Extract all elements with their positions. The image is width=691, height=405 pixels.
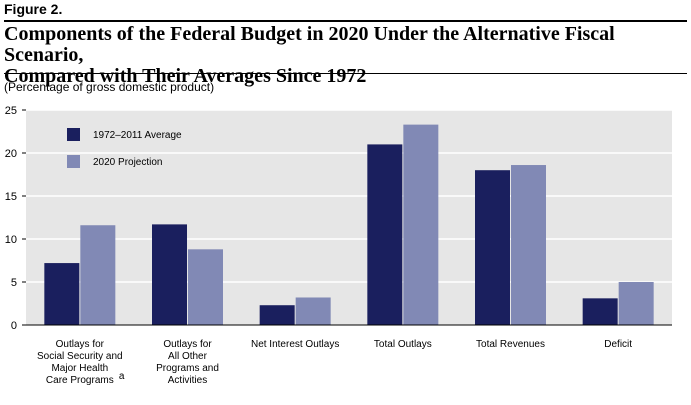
- y-tick-label: 20: [5, 148, 17, 160]
- chart-subtitle: (Percentage of gross domestic product): [4, 80, 215, 94]
- x-category-label: Deficit: [604, 339, 632, 350]
- x-category-label: Outlays for Social Security and Major Heal…: [37, 339, 123, 386]
- bar-average: [44, 263, 80, 325]
- bar-projection: [295, 297, 331, 325]
- bar-average: [475, 170, 510, 325]
- chart-title-line-1: Components of the Federal Budget in 2020…: [4, 23, 615, 66]
- x-category-label: Net Interest Outlays: [251, 339, 339, 350]
- bar-projection: [618, 282, 654, 325]
- x-category-label: Total Revenues: [476, 339, 545, 350]
- title-bottom-rule: [4, 73, 687, 74]
- bar-average: [259, 305, 295, 325]
- y-tick-label: 0: [11, 320, 17, 332]
- chart-title-line-2: Compared with Their Averages Since 1972: [4, 65, 367, 87]
- chart-title: Components of the Federal Budget in 2020…: [4, 24, 687, 87]
- bar-projection: [80, 225, 116, 325]
- bar-average: [152, 224, 187, 325]
- x-category-label: Total Outlays: [374, 339, 432, 350]
- legend-swatch: [67, 155, 80, 168]
- bar-projection: [188, 249, 223, 325]
- bar-average: [582, 298, 618, 325]
- title-top-rule: [4, 20, 687, 22]
- y-tick-label: 10: [5, 234, 17, 246]
- bar-projection: [511, 165, 546, 325]
- legend-swatch: [67, 128, 80, 141]
- legend-label: 1972–2011 Average: [93, 130, 182, 141]
- x-category-label: Outlays for All Other Programs and Activiti…: [156, 339, 219, 386]
- legend-label: 2020 Projection: [93, 157, 163, 168]
- y-tick-label: 15: [5, 191, 17, 203]
- bar-average: [367, 144, 403, 325]
- y-tick-label: 5: [11, 277, 17, 289]
- bar-projection: [403, 124, 439, 326]
- plot-area: [26, 110, 672, 325]
- y-tick-label: 25: [5, 105, 17, 117]
- figure-label: Figure 2.: [4, 1, 63, 17]
- footnote-marker: a: [119, 371, 125, 382]
